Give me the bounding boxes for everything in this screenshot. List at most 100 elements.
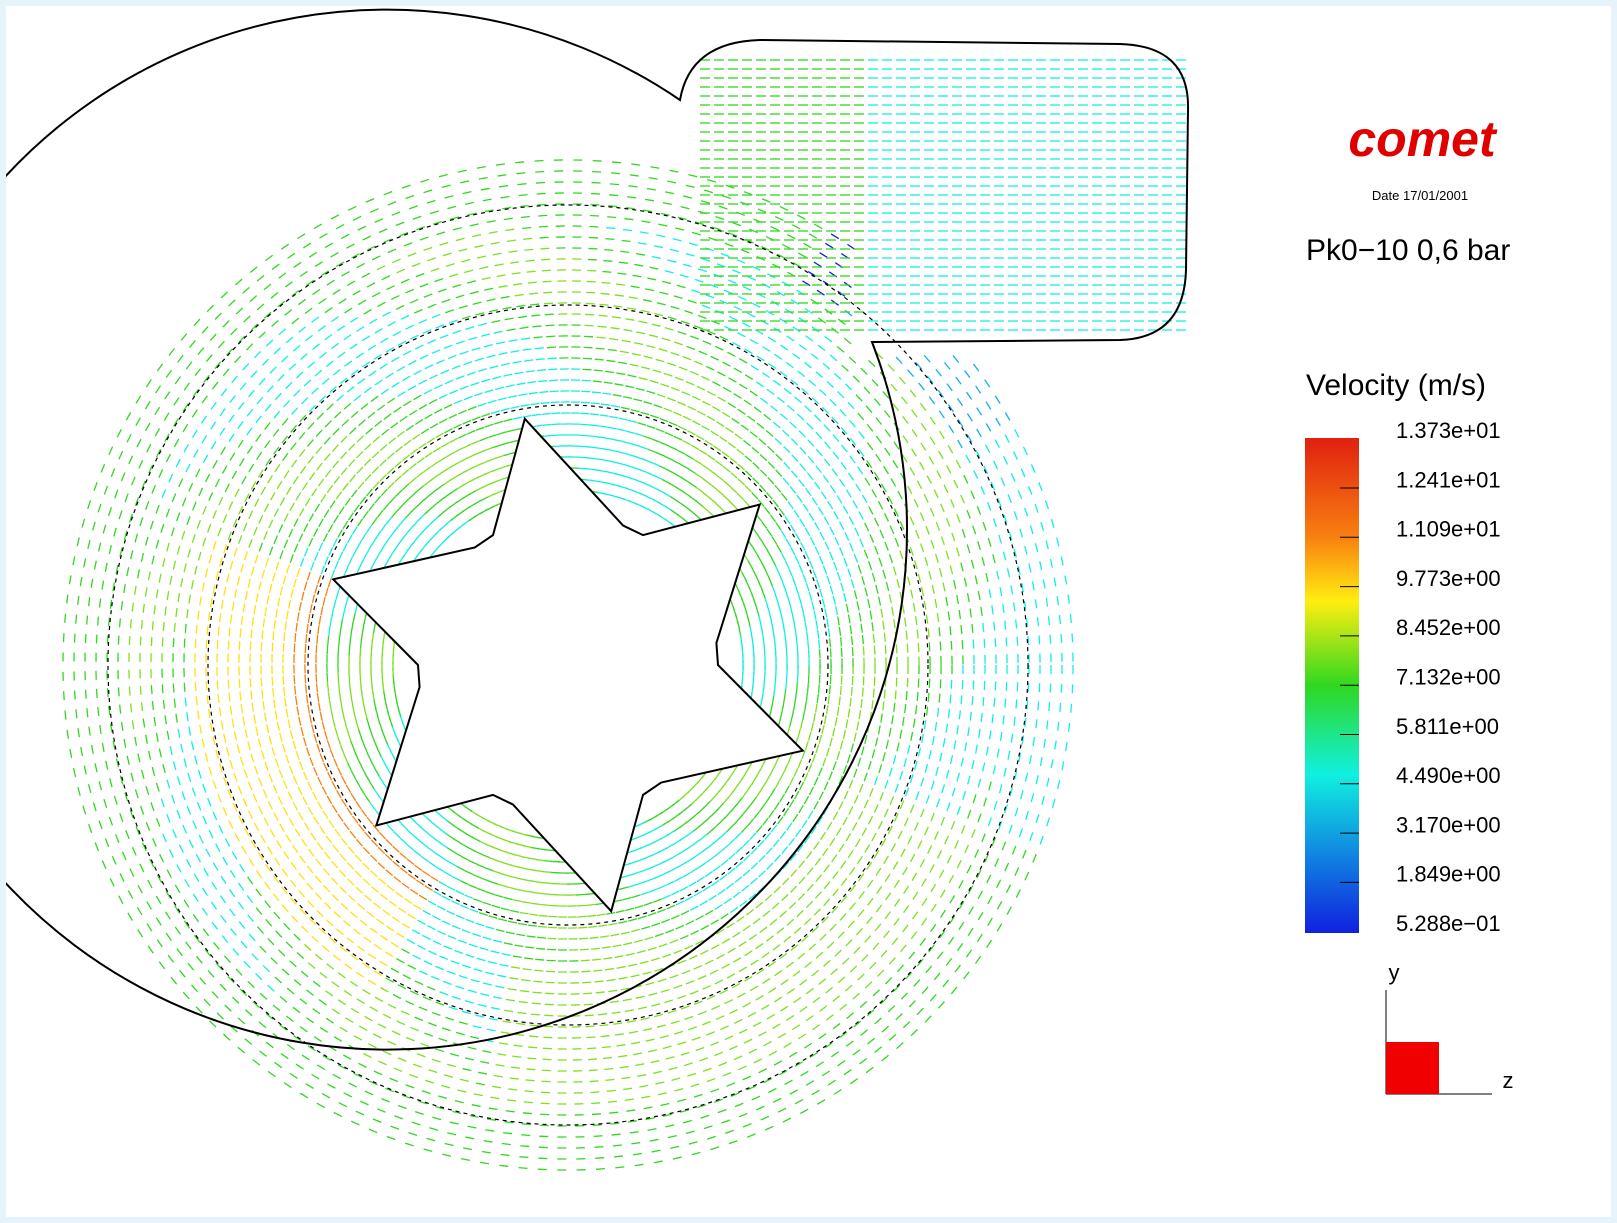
vector <box>206 849 210 857</box>
vector <box>273 631 274 640</box>
vector <box>430 211 439 214</box>
vector <box>199 835 203 843</box>
vector <box>259 1051 266 1056</box>
vector <box>816 952 823 958</box>
vector <box>360 920 367 925</box>
vector <box>495 387 504 389</box>
vector <box>807 631 808 640</box>
vector <box>814 415 820 421</box>
vector <box>354 505 359 512</box>
vector <box>850 456 855 463</box>
vector <box>610 1123 619 1124</box>
vector <box>859 892 864 899</box>
vector <box>778 602 781 611</box>
vector <box>229 300 236 306</box>
vector <box>196 625 197 634</box>
vector <box>283 807 287 815</box>
vector <box>232 471 236 479</box>
vector <box>608 990 617 991</box>
vector <box>947 803 950 811</box>
vector <box>483 199 492 201</box>
vector <box>733 892 740 897</box>
vector <box>99 543 101 552</box>
vector <box>634 343 643 345</box>
vector <box>633 1053 642 1055</box>
vector <box>922 587 924 596</box>
vector <box>89 824 92 832</box>
vector <box>632 353 641 355</box>
vector <box>392 1031 400 1035</box>
vector <box>711 356 719 360</box>
vector <box>202 416 207 424</box>
vector <box>824 715 826 724</box>
vector <box>251 690 252 699</box>
vector <box>553 446 562 447</box>
vector <box>419 405 427 410</box>
vector <box>937 952 942 959</box>
vector <box>833 596 835 605</box>
vector <box>327 404 334 410</box>
vector <box>371 855 377 861</box>
vector <box>381 1099 389 1102</box>
vector <box>377 302 385 306</box>
vector <box>257 397 263 404</box>
vector <box>320 234 328 239</box>
vector <box>861 1030 868 1036</box>
vector <box>894 442 899 449</box>
vector <box>825 243 833 248</box>
vector <box>672 854 680 859</box>
vector <box>775 217 783 221</box>
vector <box>891 384 897 391</box>
vector <box>114 796 117 805</box>
vector <box>422 935 430 939</box>
vector <box>304 944 311 950</box>
vector <box>921 544 924 553</box>
vector <box>820 532 824 540</box>
vector <box>358 904 365 910</box>
vector <box>390 530 395 537</box>
vector <box>894 619 895 628</box>
vector <box>799 480 805 487</box>
vector <box>882 1055 889 1061</box>
vector <box>888 1006 894 1012</box>
vector <box>521 902 530 903</box>
vector <box>305 548 308 556</box>
vector <box>775 644 776 653</box>
vector <box>779 574 783 582</box>
vector <box>939 870 943 878</box>
vector <box>889 1034 896 1040</box>
vector <box>169 348 175 355</box>
vector <box>188 549 190 558</box>
vector <box>241 564 243 573</box>
vector <box>656 1082 665 1084</box>
vector <box>778 1033 786 1038</box>
vector <box>859 512 863 520</box>
vector <box>712 407 720 411</box>
vector <box>602 393 611 394</box>
vector <box>289 364 296 370</box>
vector <box>425 452 432 457</box>
vector <box>978 541 981 550</box>
vector <box>268 1071 275 1076</box>
vector <box>248 579 250 588</box>
vector <box>797 414 804 420</box>
vector <box>691 868 699 873</box>
vector <box>767 529 772 536</box>
vector <box>380 894 387 899</box>
vector <box>328 579 331 588</box>
vector <box>396 959 404 963</box>
vector <box>679 849 687 854</box>
vector <box>955 840 959 848</box>
vector <box>336 591 338 600</box>
vector <box>310 604 312 613</box>
vector <box>263 966 269 972</box>
vector <box>192 741 194 750</box>
vector <box>701 1115 710 1118</box>
vector <box>378 1024 386 1028</box>
vector <box>482 1051 491 1053</box>
vector <box>823 363 830 369</box>
vector <box>721 831 727 837</box>
vector <box>431 462 438 467</box>
vector <box>784 764 788 772</box>
vector <box>794 700 795 709</box>
